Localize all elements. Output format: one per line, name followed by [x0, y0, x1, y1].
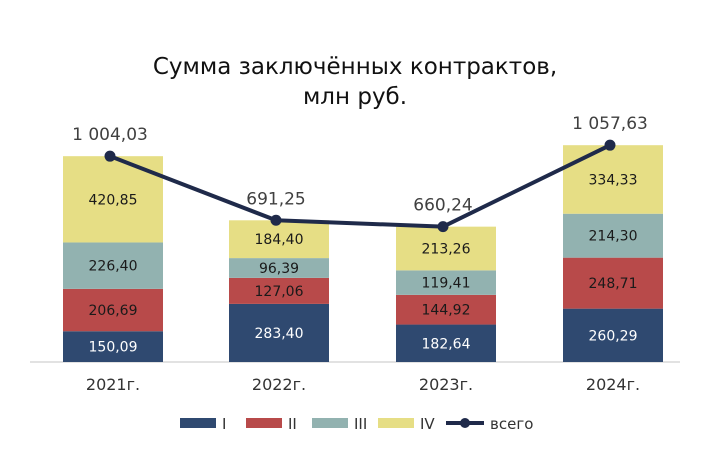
- bar-segment-iv-4: [563, 145, 663, 214]
- data-label-iv-1: 420,85: [89, 192, 138, 208]
- data-label-iii-2: 96,39: [259, 261, 299, 277]
- data-label-ii-1: 206,69: [89, 303, 138, 319]
- data-label-ii-2: 127,06: [255, 284, 304, 300]
- x-tick-label-2: 2022г.: [252, 375, 306, 394]
- data-label-iv-3: 213,26: [422, 242, 471, 258]
- data-label-iv-2: 184,40: [255, 232, 304, 248]
- chart-title-line-2: млн руб.: [302, 84, 408, 110]
- bar-segment-ii-1: [63, 288, 163, 332]
- total-label-2: 691,25: [246, 189, 305, 209]
- bar-segment-iii-2: [229, 258, 329, 278]
- total-label-4: 1 057,63: [572, 114, 648, 134]
- bar-segment-i-2: [229, 303, 329, 362]
- bar-segment-ii-3: [396, 294, 496, 325]
- x-tick-label-1: 2021г.: [86, 375, 140, 394]
- data-label-i-3: 182,64: [422, 336, 471, 352]
- bar-segment-iii-3: [396, 270, 496, 295]
- total-label-1: 1 004,03: [72, 125, 148, 145]
- bar-segment-i-3: [396, 324, 496, 362]
- bar-segment-ii-2: [229, 277, 329, 304]
- total-line: [109, 143, 611, 229]
- data-label-iii-4: 214,30: [589, 229, 638, 245]
- legend-swatch-iii: [312, 418, 348, 428]
- data-label-iii-3: 119,41: [422, 276, 471, 292]
- x-tick-label-3: 2023г.: [419, 375, 473, 394]
- total-point-4: [604, 139, 616, 151]
- bar-segment-iii-4: [563, 213, 663, 258]
- bar-segment-ii-4: [563, 257, 663, 309]
- legend-label-total: всего: [490, 415, 533, 433]
- total-point-1: [104, 150, 116, 162]
- legend-swatch-i: [180, 418, 216, 428]
- data-label-iv-4: 334,33: [589, 172, 638, 188]
- total-point-2: [270, 214, 282, 226]
- data-label-iii-1: 226,40: [89, 259, 138, 275]
- total-point-3: [437, 221, 449, 233]
- bar-segment-iv-3: [396, 226, 496, 271]
- data-label-ii-3: 144,92: [422, 303, 471, 319]
- legend-label-iii: III: [354, 415, 367, 433]
- data-label-i-4: 260,29: [589, 328, 638, 344]
- legend-label-iv: IV: [420, 415, 435, 433]
- bar-segment-iii-1: [63, 242, 163, 289]
- bar-segment-i-4: [563, 308, 663, 362]
- data-label-ii-4: 248,71: [589, 276, 638, 292]
- total-label-3: 660,24: [413, 196, 472, 216]
- chart-title-line-1: Сумма заключённых контрактов,: [152, 54, 558, 80]
- legend-swatch-iv: [378, 418, 414, 428]
- data-label-i-2: 283,40: [255, 326, 304, 342]
- data-label-i-1: 150,09: [89, 340, 138, 356]
- bar-segment-iv-2: [229, 220, 329, 259]
- legend-marker-total: [460, 418, 470, 428]
- legend-label-ii: II: [288, 415, 297, 433]
- legend-label-i: I: [222, 415, 226, 433]
- x-tick-label-4: 2024г.: [586, 375, 640, 394]
- bar-segment-i-1: [63, 331, 163, 362]
- legend-swatch-ii: [246, 418, 282, 428]
